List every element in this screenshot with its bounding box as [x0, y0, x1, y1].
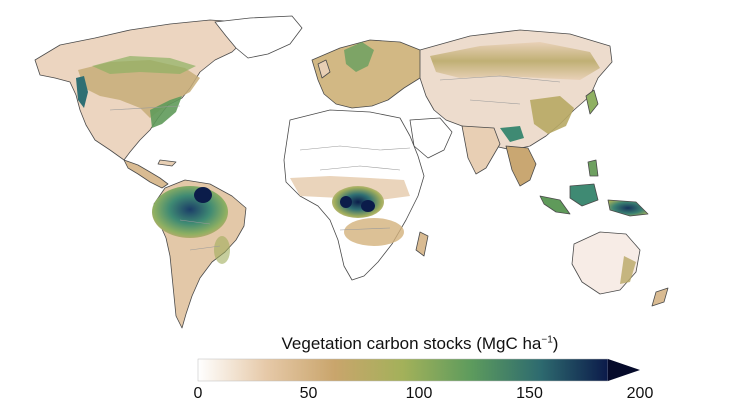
congo-peak-left — [340, 196, 352, 208]
new-guinea — [607, 199, 649, 217]
caribbean — [157, 159, 177, 167]
miombo-woodland — [344, 218, 404, 246]
amazon-forest — [152, 186, 228, 238]
pacific-northwest-forest — [76, 76, 88, 108]
himalaya-forest — [500, 126, 524, 142]
europe — [311, 39, 431, 109]
southeast-asia — [505, 145, 537, 187]
sumatra — [539, 195, 571, 215]
colorbar-extend-arrow — [608, 359, 640, 381]
greenland — [214, 15, 303, 59]
colorbar-tick-200: 200 — [626, 385, 654, 402]
atlantic-forest — [214, 236, 230, 264]
borneo — [569, 183, 599, 207]
east-australia-forest — [620, 256, 636, 284]
siberia-boreal — [430, 42, 600, 80]
madagascar — [415, 231, 429, 257]
colorbar-title: Vegetation carbon stocks (MgC ha−1) — [195, 334, 645, 354]
philippines — [587, 159, 599, 177]
colorbar-title-text: Vegetation carbon stocks (MgC ha — [281, 334, 542, 353]
colorbar-title-unit-exponent: −1 — [541, 334, 553, 346]
congo-forest — [332, 186, 384, 218]
colorbar-gradient — [197, 358, 609, 382]
colorbar — [197, 358, 640, 382]
central-america — [123, 159, 169, 189]
colorbar-tick-50: 50 — [299, 385, 318, 402]
world-map — [34, 15, 669, 329]
country-borders — [109, 75, 561, 251]
colorbar-tick-0: 0 — [193, 385, 203, 402]
british-isles — [317, 59, 331, 79]
new-zealand — [651, 287, 669, 307]
colorbar-title-close: ) — [552, 334, 559, 353]
world-map-svg — [34, 15, 669, 329]
eastern-us-forest — [150, 96, 182, 128]
boreal-canada — [92, 56, 196, 74]
congo-peak-right — [361, 200, 375, 212]
amazon-peak — [194, 187, 212, 203]
japan — [585, 89, 599, 115]
east-asia-forest — [530, 96, 574, 134]
scandinavia-forest — [344, 42, 374, 72]
india — [461, 125, 501, 175]
colorbar-tick-100: 100 — [405, 385, 433, 402]
colorbar-tick-150: 150 — [516, 385, 543, 402]
